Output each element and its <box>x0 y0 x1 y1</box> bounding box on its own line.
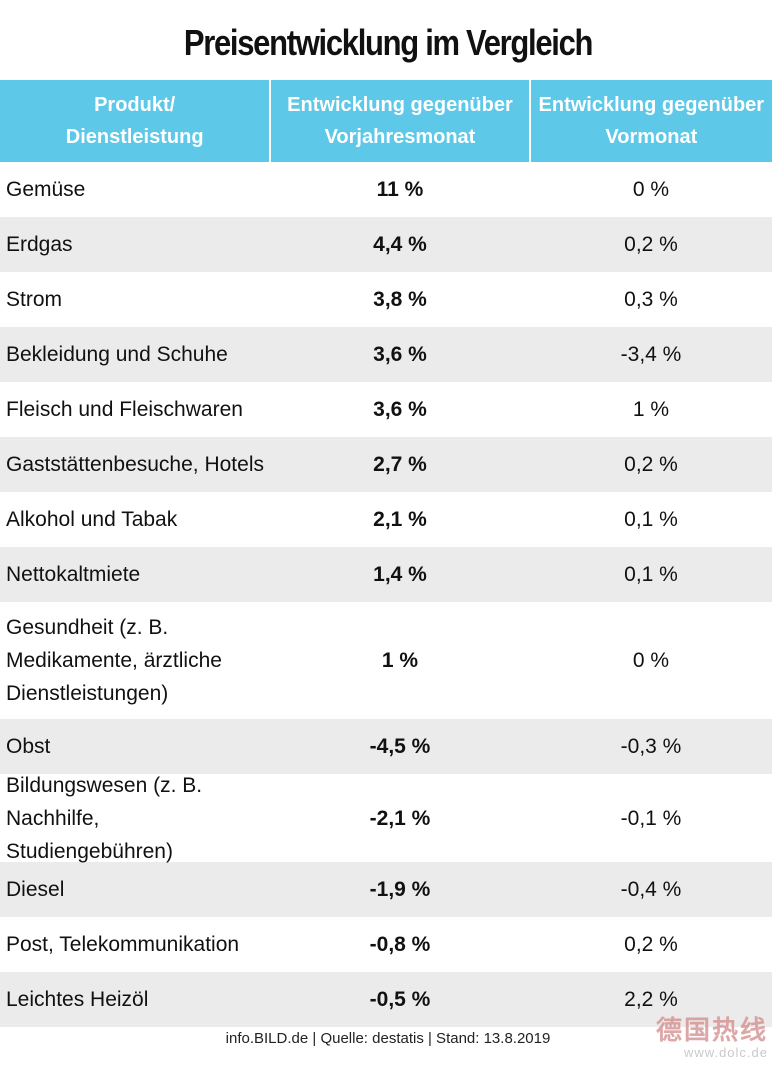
table-row: Gemüse 11 % 0 % <box>0 162 772 217</box>
cell-product-line: Gemüse <box>6 178 86 201</box>
cell-yoy: -0,8 % <box>369 933 431 956</box>
cell-product-line: Nettokaltmiete <box>6 563 141 586</box>
table-row: Post, Telekommunikation -0,8 % 0,2 % <box>0 917 772 972</box>
cell-product: Leichtes Heizöl <box>0 983 270 1016</box>
cell-product-line: Leichtes Heizöl <box>6 988 149 1011</box>
table-row: Obst -4,5 % -0,3 % <box>0 719 772 774</box>
cell-yoy: 1,4 % <box>373 563 427 586</box>
header-mom: Entwicklung gegenüber Vormonat <box>531 80 772 162</box>
header-mom-line: Entwicklung gegenüber <box>538 94 765 116</box>
cell-product-line: Bildungswesen (z. B. <box>6 773 203 797</box>
table-row: Fleisch und Fleischwaren 3,6 % 1 % <box>0 382 772 437</box>
cell-product: Diesel <box>0 873 270 906</box>
cell-product-line: Medikamente, ärztliche <box>6 649 222 672</box>
cell-product: Bildungswesen (z. B. Nachhilfe, Studienge… <box>0 769 270 868</box>
table-row: Gaststättenbesuche, Hotels 2,7 % 0,2 % <box>0 437 772 492</box>
cell-product: Strom <box>0 283 270 316</box>
cell-product: Gemüse <box>0 173 270 206</box>
cell-product: Erdgas <box>0 228 270 261</box>
source-footer: info.BILD.de | Quelle: destatis | Stand:… <box>225 1030 551 1047</box>
header-product: Produkt/ Dienstleistung <box>0 80 272 162</box>
cell-product-line: Diesel <box>6 878 65 901</box>
cell-product-line: Obst <box>6 735 51 758</box>
cell-yoy: -4,5 % <box>369 735 431 758</box>
table-row: Alkohol und Tabak 2,1 % 0,1 % <box>0 492 772 547</box>
cell-product-line: Alkohol und Tabak <box>6 508 178 531</box>
cell-mom: 0,2 % <box>624 233 678 256</box>
price-table: Produkt/ Dienstleistung Entwicklung gege… <box>0 80 772 1027</box>
cell-mom: -0,4 % <box>620 878 682 901</box>
cell-mom: 0,2 % <box>624 453 678 476</box>
cell-product-line: Gesundheit (z. B. <box>6 616 169 639</box>
header-yoy: Entwicklung gegenüber Vorjahresmonat <box>271 80 531 162</box>
cell-product-line: Gaststättenbesuche, Hotels <box>6 453 264 476</box>
table-row: Bildungswesen (z. B. Nachhilfe, Studienge… <box>0 774 772 863</box>
watermark-logo: 德国热线 <box>655 1015 768 1045</box>
cell-mom: 0,2 % <box>624 933 678 956</box>
header-product-line: Produkt/ <box>94 94 176 116</box>
cell-mom: 2,2 % <box>624 988 678 1011</box>
cell-mom: 0,3 % <box>624 288 678 311</box>
cell-product: Obst <box>0 730 270 763</box>
cell-yoy: 4,4 % <box>373 233 427 256</box>
header-product-line: Dienstleistung <box>65 126 204 148</box>
cell-mom: 0,1 % <box>624 508 678 531</box>
table-row: Gesundheit (z. B. Medikamente, ärztliche D… <box>0 602 772 719</box>
cell-mom: -0,1 % <box>620 806 682 830</box>
table-row: Nettokaltmiete 1,4 % 0,1 % <box>0 547 772 602</box>
cell-product-line: Post, Telekommunikation <box>6 933 240 956</box>
cell-product-line: Strom <box>6 288 63 311</box>
watermark-url: www.dolc.de <box>684 1045 768 1060</box>
table-row: Leichtes Heizöl -0,5 % 2,2 % <box>0 972 772 1027</box>
cell-mom: -0,3 % <box>620 735 682 758</box>
cell-product: Alkohol und Tabak <box>0 503 270 536</box>
table-body: Gemüse 11 % 0 % Erdgas 4,4 % 0,2 % Strom 3,8 % 0… <box>0 162 772 1027</box>
cell-product-line: Dienstleistungen) <box>6 682 169 705</box>
table-row: Diesel -1,9 % -0,4 % <box>0 862 772 917</box>
cell-yoy: -0,5 % <box>369 988 431 1011</box>
cell-mom: 0 % <box>632 178 670 201</box>
cell-product: Gaststättenbesuche, Hotels <box>0 448 270 481</box>
header-mom-line: Vormonat <box>605 126 698 148</box>
cell-product-line: Nachhilfe, Studiengebühren) <box>6 806 173 863</box>
cell-yoy: 1 % <box>381 649 419 672</box>
cell-yoy: 3,6 % <box>373 343 427 366</box>
table-row: Strom 3,8 % 0,3 % <box>0 272 772 327</box>
cell-yoy: 3,8 % <box>373 288 427 311</box>
header-yoy-line: Entwicklung gegenüber <box>287 94 513 116</box>
cell-yoy: -2,1 % <box>369 806 431 830</box>
cell-mom: 1 % <box>632 398 670 421</box>
cell-product: Fleisch und Fleischwaren <box>0 393 270 426</box>
page-title: Preisentwicklung im Vergleich <box>183 22 594 63</box>
cell-yoy: 2,1 % <box>373 508 427 531</box>
cell-product: Post, Telekommunikation <box>0 928 270 961</box>
cell-yoy: 11 % <box>376 178 424 201</box>
cell-product: Nettokaltmiete <box>0 558 270 591</box>
cell-mom: 0 % <box>632 649 670 672</box>
cell-product: Bekleidung und Schuhe <box>0 338 270 371</box>
table-row: Erdgas 4,4 % 0,2 % <box>0 217 772 272</box>
cell-product-line: Erdgas <box>6 233 73 256</box>
cell-product-line: Bekleidung und Schuhe <box>6 343 228 366</box>
cell-yoy: -1,9 % <box>369 878 431 901</box>
cell-yoy: 3,6 % <box>373 398 427 421</box>
cell-product-line: Fleisch und Fleischwaren <box>6 398 243 421</box>
table-row: Bekleidung und Schuhe 3,6 % -3,4 % <box>0 327 772 382</box>
cell-yoy: 2,7 % <box>373 453 427 476</box>
header-yoy-line: Vorjahresmonat <box>324 126 476 148</box>
cell-product: Gesundheit (z. B. Medikamente, ärztliche D… <box>0 611 270 710</box>
cell-mom: 0,1 % <box>624 563 678 586</box>
cell-mom: -3,4 % <box>620 343 682 366</box>
watermark: 德国热线 www.dolc.de <box>656 1010 768 1060</box>
table-header: Produkt/ Dienstleistung Entwicklung gege… <box>0 80 772 162</box>
